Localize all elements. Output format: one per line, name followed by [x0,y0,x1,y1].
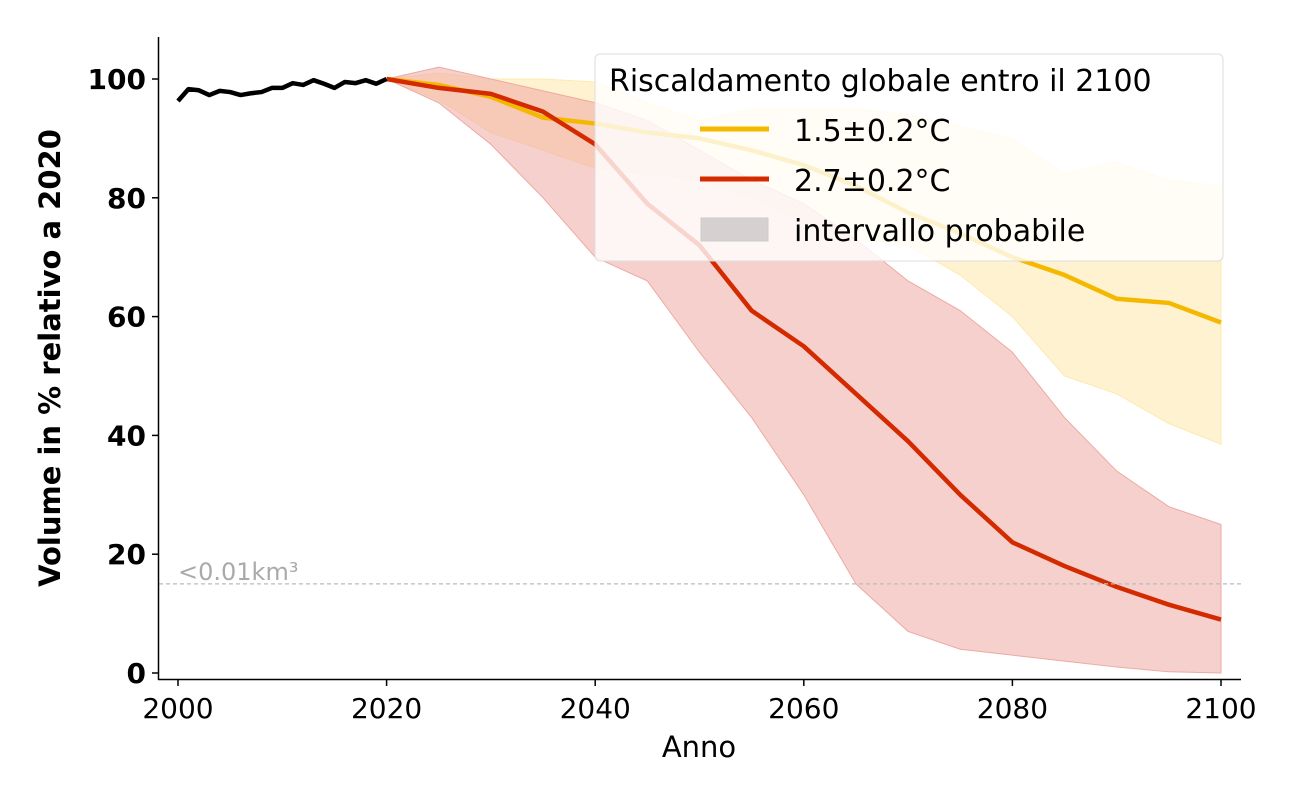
legend-entry-2-7: 2.7±0.2°C [794,164,951,199]
y-tick-label: 20 [107,538,146,571]
y-tick-label: 80 [107,182,146,215]
y-axis-label: Volume in % relativo a 2020 [33,129,67,587]
legend-title: Riscaldamento globale entro il 2100 [609,64,1152,99]
x-tick-label: 2080 [977,692,1048,725]
threshold-label: <0.01km³ [178,558,298,586]
series-line-1 [386,76,1222,622]
x-tick-label: 2060 [768,692,839,725]
legend-entry-1-5: 1.5±0.2°C [794,114,951,149]
y-tick-label: 40 [107,419,146,452]
historical-line [176,76,388,103]
y-tick-label: 0 [127,657,146,690]
y-tick-label: 100 [88,63,146,96]
legend-swatch-range [700,217,769,242]
x-tick-label: 2020 [351,692,422,725]
x-tick-label: 2100 [1185,692,1256,725]
legend: Riscaldamento globale entro il 2100 1.5±… [594,53,1224,262]
x-tick-label: 2000 [142,692,213,725]
legend-entry-range: intervallo probabile [794,214,1085,249]
x-axis-label: Anno [662,730,736,764]
x-tick-label: 2040 [560,692,631,725]
y-tick-label: 60 [107,301,146,334]
